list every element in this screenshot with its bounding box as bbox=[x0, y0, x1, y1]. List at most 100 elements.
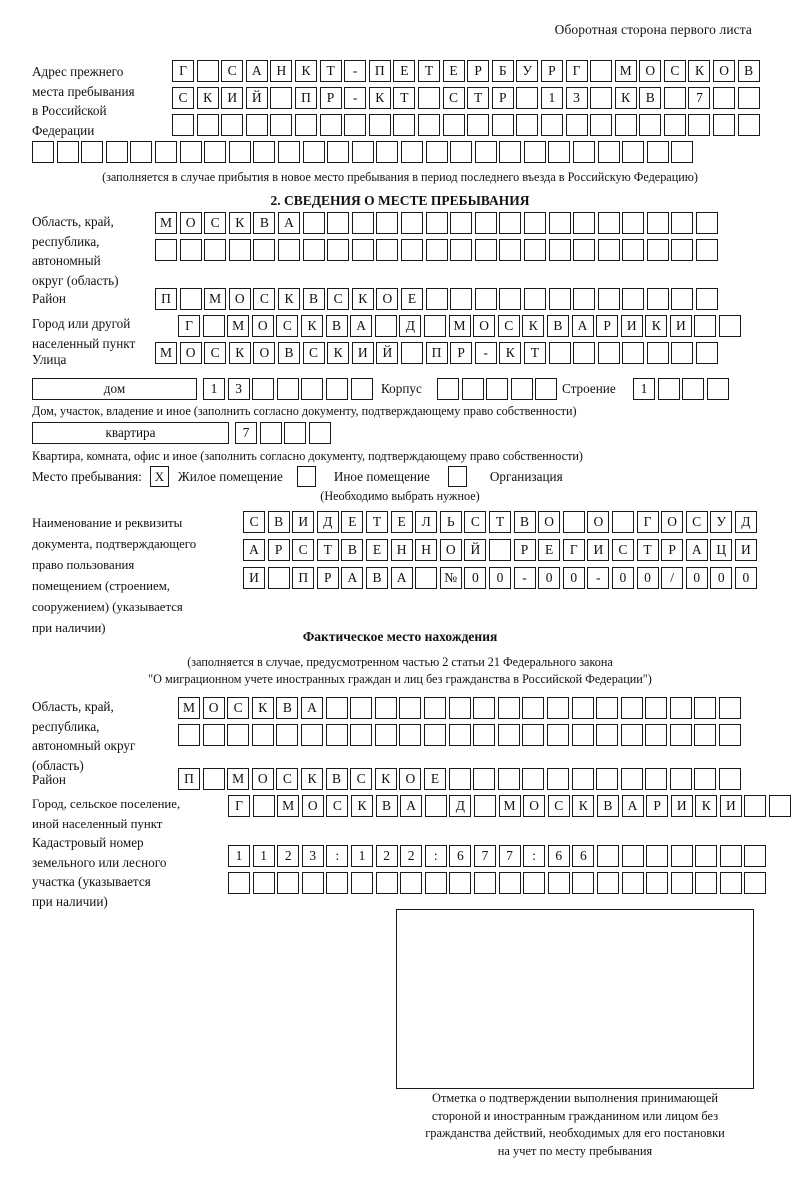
prev-address-r1-cell-13[interactable]: Р bbox=[467, 60, 490, 82]
section2-region-r2-cell-17[interactable] bbox=[548, 239, 571, 261]
actual-region-r1-cell-10[interactable] bbox=[399, 697, 422, 719]
section2-city-cell-3[interactable]: М bbox=[227, 315, 250, 337]
prev-address-r2-cell-10[interactable]: Т bbox=[393, 87, 416, 109]
flat-cell-2[interactable] bbox=[259, 422, 282, 444]
section2-district-cell-12[interactable] bbox=[425, 288, 448, 310]
document-r1-cell-8[interactable]: Л bbox=[415, 511, 438, 533]
prev-address-r2-cell-2[interactable]: К bbox=[196, 87, 219, 109]
actual-district-cell-16[interactable] bbox=[546, 768, 569, 790]
prev-address-r1-cell-4[interactable]: А bbox=[245, 60, 268, 82]
prev-address-r3-cell-21[interactable] bbox=[663, 114, 686, 136]
prev-address-r2-cell-16[interactable]: 1 bbox=[540, 87, 563, 109]
prev-address-r4-cell-13[interactable] bbox=[327, 141, 350, 163]
cadastral-r2-cell-2[interactable] bbox=[252, 872, 275, 894]
prev-address-r4-cell-23[interactable] bbox=[573, 141, 596, 163]
section2-city-cell-6[interactable]: К bbox=[300, 315, 323, 337]
section2-region-r2-cell-20[interactable] bbox=[622, 239, 645, 261]
prev-address-r1-cell-5[interactable]: Н bbox=[270, 60, 293, 82]
actual-region-r1-cell-11[interactable] bbox=[423, 697, 446, 719]
section2-street-cell-20[interactable] bbox=[622, 342, 645, 364]
section2-region-r2-cell-3[interactable] bbox=[204, 239, 227, 261]
section2-region-r1-cell-4[interactable]: К bbox=[228, 212, 251, 234]
prev-address-r4-cell-10[interactable] bbox=[253, 141, 276, 163]
actual-city-cell-23[interactable] bbox=[769, 795, 792, 817]
section2-region-r1-cell-2[interactable]: О bbox=[179, 212, 202, 234]
section2-street-cell-13[interactable]: Р bbox=[450, 342, 473, 364]
cadastral-r1-cell-13[interactable]: : bbox=[523, 845, 546, 867]
actual-district-cell-20[interactable] bbox=[645, 768, 668, 790]
actual-city-cell-9[interactable] bbox=[424, 795, 447, 817]
document-r3-cell-15[interactable]: - bbox=[587, 567, 610, 589]
document-r2-cell-6[interactable]: Е bbox=[365, 539, 388, 561]
cadastral-r2-cell-8[interactable] bbox=[400, 872, 423, 894]
actual-district-cell-21[interactable] bbox=[669, 768, 692, 790]
actual-district-cell-7[interactable]: В bbox=[325, 768, 348, 790]
document-r1-cell-3[interactable]: И bbox=[292, 511, 315, 533]
section2-region-r2-cell-8[interactable] bbox=[327, 239, 350, 261]
document-r3-cell-6[interactable]: В bbox=[365, 567, 388, 589]
prev-address-r3-cell-22[interactable] bbox=[688, 114, 711, 136]
actual-region-r2-cell-23[interactable] bbox=[719, 724, 742, 746]
document-r3-cell-7[interactable]: А bbox=[390, 567, 413, 589]
house-cell-1[interactable]: 1 bbox=[203, 378, 225, 400]
prev-address-r1-cell-17[interactable]: Г bbox=[565, 60, 588, 82]
section2-district-cell-5[interactable]: С bbox=[253, 288, 276, 310]
prev-address-r2-cell-9[interactable]: К bbox=[368, 87, 391, 109]
prev-address-r2-cell-5[interactable] bbox=[270, 87, 293, 109]
actual-district-cell-23[interactable] bbox=[719, 768, 742, 790]
actual-region-row-2[interactable] bbox=[178, 724, 744, 746]
document-r1-cell-1[interactable]: С bbox=[243, 511, 265, 533]
actual-region-r2-cell-4[interactable] bbox=[251, 724, 274, 746]
document-r2-cell-3[interactable]: С bbox=[292, 539, 315, 561]
prev-address-r4-cell-22[interactable] bbox=[548, 141, 571, 163]
cadastral-r1-cell-4[interactable]: 3 bbox=[301, 845, 324, 867]
document-r1-cell-2[interactable]: В bbox=[267, 511, 290, 533]
actual-region-r2-cell-17[interactable] bbox=[571, 724, 594, 746]
prev-address-r3-cell-1[interactable] bbox=[172, 114, 194, 136]
section2-region-r2-cell-15[interactable] bbox=[499, 239, 522, 261]
actual-region-r1-cell-21[interactable] bbox=[669, 697, 692, 719]
section2-region-r1-cell-13[interactable] bbox=[450, 212, 473, 234]
prev-address-r4-cell-2[interactable] bbox=[56, 141, 79, 163]
actual-city-cell-6[interactable]: К bbox=[350, 795, 373, 817]
section2-street-cell-11[interactable] bbox=[400, 342, 423, 364]
section2-street-cell-15[interactable]: К bbox=[499, 342, 522, 364]
prev-address-r2-cell-19[interactable]: К bbox=[614, 87, 637, 109]
prev-address-r2-cell-15[interactable] bbox=[516, 87, 539, 109]
korpus-row[interactable] bbox=[437, 378, 560, 400]
cadastral-r1-cell-2[interactable]: 1 bbox=[252, 845, 275, 867]
section2-district-cell-1[interactable]: П bbox=[155, 288, 177, 310]
cadastral-r1-cell-6[interactable]: 1 bbox=[350, 845, 373, 867]
actual-region-r1-cell-7[interactable] bbox=[325, 697, 348, 719]
korpus-cell-1[interactable] bbox=[437, 378, 459, 400]
section2-region-r2-cell-11[interactable] bbox=[400, 239, 423, 261]
document-r2-cell-1[interactable]: А bbox=[243, 539, 265, 561]
cadastral-r2-cell-5[interactable] bbox=[326, 872, 349, 894]
prev-address-r4-cell-8[interactable] bbox=[204, 141, 227, 163]
cadastral-r1-cell-18[interactable] bbox=[646, 845, 669, 867]
section2-district-cell-2[interactable] bbox=[179, 288, 202, 310]
prev-address-r4-cell-6[interactable] bbox=[154, 141, 177, 163]
section2-region-r2-cell-13[interactable] bbox=[450, 239, 473, 261]
actual-region-r2-cell-12[interactable] bbox=[448, 724, 471, 746]
korpus-cell-2[interactable] bbox=[461, 378, 484, 400]
cadastral-r1-cell-19[interactable] bbox=[670, 845, 693, 867]
cadastral-r2-cell-16[interactable] bbox=[596, 872, 619, 894]
cadastral-r2-cell-20[interactable] bbox=[695, 872, 718, 894]
prev-address-r3-cell-4[interactable] bbox=[245, 114, 268, 136]
section2-region-r2-cell-5[interactable] bbox=[253, 239, 276, 261]
document-r3-cell-13[interactable]: 0 bbox=[538, 567, 561, 589]
cadastral-r2-cell-9[interactable] bbox=[424, 872, 447, 894]
document-r3-cell-4[interactable]: Р bbox=[316, 567, 339, 589]
actual-district-cell-19[interactable] bbox=[620, 768, 643, 790]
prev-address-r4-cell-26[interactable] bbox=[646, 141, 669, 163]
section2-city-cell-19[interactable]: И bbox=[620, 315, 643, 337]
prev-address-r1-cell-20[interactable]: О bbox=[639, 60, 662, 82]
document-r3-cell-5[interactable]: А bbox=[341, 567, 364, 589]
prev-address-r2-cell-21[interactable] bbox=[663, 87, 686, 109]
actual-district-cell-14[interactable] bbox=[497, 768, 520, 790]
section2-region-r1-cell-1[interactable]: М bbox=[155, 212, 177, 234]
